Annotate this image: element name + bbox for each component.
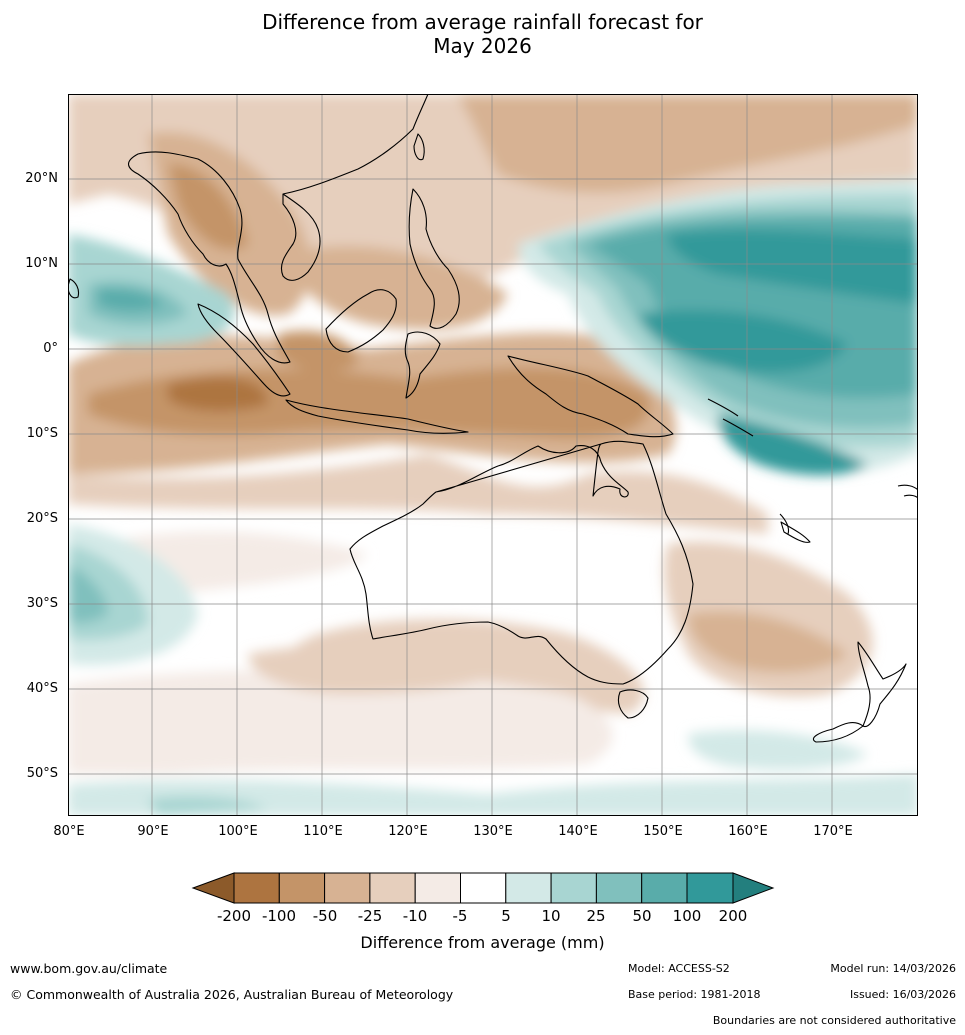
new-caledonia-coast	[780, 521, 811, 543]
new-zealand-coast	[812, 641, 907, 743]
vanuatu-coast	[779, 513, 790, 535]
lon-label: 150°E	[643, 824, 683, 839]
lat-label: 20°N	[25, 171, 58, 186]
legend-tick: -50	[312, 907, 338, 925]
legend-swatch	[641, 872, 688, 904]
lon-label: 160°E	[728, 824, 768, 839]
model-text: Model: ACCESS-S2	[628, 962, 730, 975]
map-canvas	[68, 94, 918, 816]
borneo-coast	[325, 289, 397, 353]
color-legend	[191, 872, 775, 904]
lon-label: 90°E	[137, 824, 169, 839]
lon-label: 140°E	[558, 824, 598, 839]
map-title: Difference from average rainfall forecas…	[0, 10, 965, 58]
legend-tick: 100	[672, 907, 702, 925]
legend-swatch	[460, 872, 507, 904]
lat-label: 50°S	[26, 766, 58, 781]
legend-tick: 10	[541, 907, 561, 925]
lon-label: 130°E	[473, 824, 513, 839]
legend-swatch	[278, 872, 326, 904]
legend-tick: 5	[501, 907, 511, 925]
philippines-coast	[408, 188, 460, 329]
lat-label: 30°S	[26, 596, 58, 611]
lat-label: 10°S	[26, 426, 58, 441]
legend-swatch	[686, 872, 734, 904]
legend-arrow-left	[191, 872, 235, 904]
legend-tick: -100	[261, 907, 297, 925]
issued-text: Issued: 16/03/2026	[849, 988, 956, 1001]
coastlines	[68, 94, 918, 743]
legend-tick: 25	[586, 907, 606, 925]
legend-swatch	[414, 872, 462, 904]
lon-label: 170°E	[813, 824, 853, 839]
lon-label: 100°E	[218, 824, 258, 839]
base-period-text: Base period: 1981-2018	[628, 988, 761, 1001]
legend-arrow-right	[732, 872, 775, 904]
legend-tick: -200	[216, 907, 252, 925]
legend-swatch	[233, 872, 280, 904]
legend-swatch	[324, 872, 371, 904]
disclaimer-text: Boundaries are not considered authoritat…	[712, 1014, 956, 1027]
legend-title: Difference from average (mm)	[360, 933, 605, 952]
legend-tick: -25	[357, 907, 383, 925]
rainfall-map	[68, 94, 918, 816]
lat-label: 40°S	[26, 681, 58, 696]
legend-swatch	[550, 872, 597, 904]
legend-tick: 50	[632, 907, 652, 925]
graticule	[68, 94, 918, 816]
sulawesi-coast	[404, 331, 441, 399]
new-guinea-coast	[507, 355, 674, 438]
legend-tick: 200	[718, 907, 748, 925]
indochina-coast	[280, 193, 321, 281]
sumatra-coast	[197, 303, 291, 397]
title-line-2: May 2026	[433, 34, 532, 58]
copyright-text: © Commonwealth of Australia 2026, Austra…	[10, 987, 454, 1002]
website-link[interactable]: www.bom.gov.au/climate	[10, 961, 168, 976]
lon-label: 120°E	[388, 824, 428, 839]
map-frame	[68, 94, 918, 816]
tasmania-coast	[617, 689, 649, 719]
legend-swatch	[595, 872, 643, 904]
lat-label: 0°	[43, 341, 58, 356]
anomaly-fields	[68, 94, 918, 816]
australia-coast	[349, 440, 694, 685]
lon-label: 110°E	[303, 824, 343, 839]
taiwan-coast	[413, 133, 425, 161]
legend-tick: -10	[402, 907, 428, 925]
mainland-asia-coast	[128, 151, 291, 364]
java-coast	[285, 399, 469, 434]
lat-label: 10°N	[25, 256, 58, 271]
lat-label: 20°S	[26, 511, 58, 526]
china-coast	[282, 94, 429, 195]
lon-label: 80°E	[53, 824, 85, 839]
legend-tick: -5	[452, 907, 468, 925]
model-run-text: Model run: 14/03/2026	[830, 962, 956, 975]
legend-swatch	[505, 872, 552, 904]
title-line-1: Difference from average rainfall forecas…	[262, 10, 703, 34]
solomon-islands-coast	[707, 398, 754, 437]
legend-swatch	[369, 872, 416, 904]
